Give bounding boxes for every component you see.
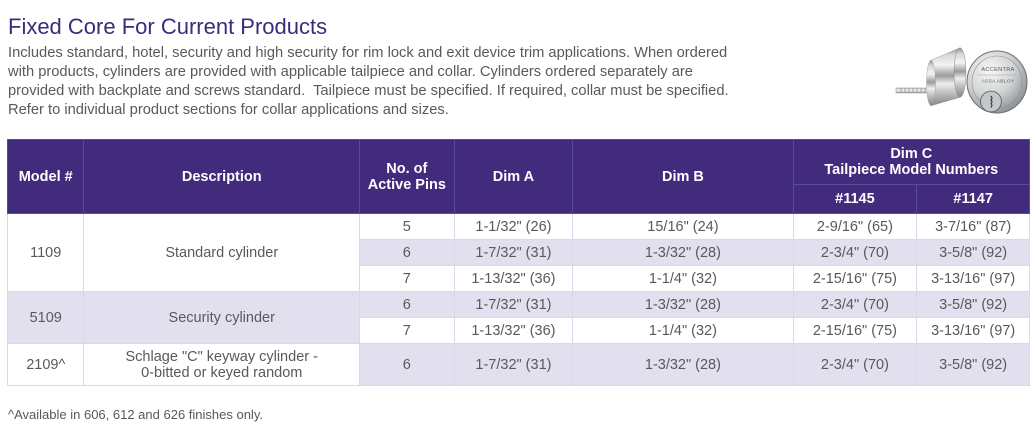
- svg-text:ACCENTRA: ACCENTRA: [981, 67, 1014, 73]
- svg-text:ASSA ABLOY: ASSA ABLOY: [982, 79, 1015, 85]
